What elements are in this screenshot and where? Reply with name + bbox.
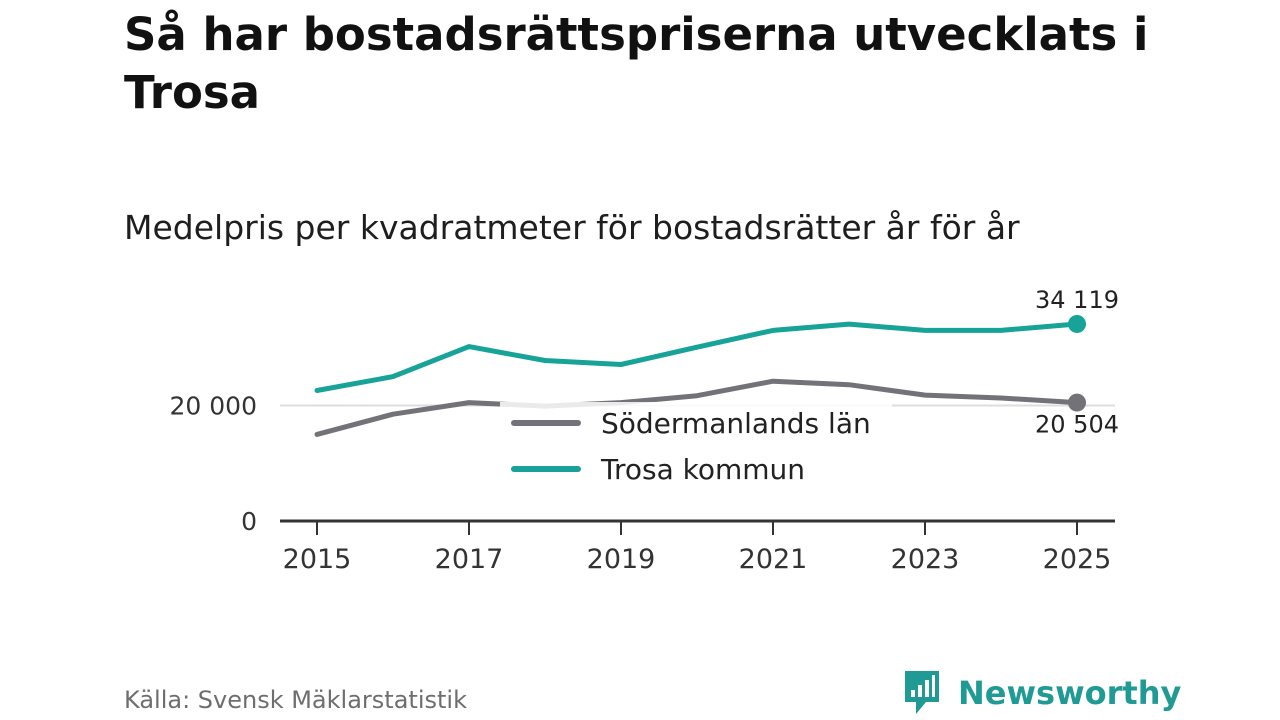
x-tick-label: 2021 [739, 544, 808, 575]
series-line-lan [314, 378, 1080, 437]
end-label-trosa: 34 119 [1035, 286, 1119, 314]
series-layer [314, 314, 1086, 437]
end-marker-trosa [1068, 314, 1086, 333]
x-tick-label: 2015 [283, 544, 352, 575]
x-tick-label: 2025 [1043, 544, 1112, 575]
newsworthy-logo-icon [905, 671, 939, 714]
chart-title: Så har bostadsrättspriserna utvecklats i… [124, 8, 1149, 119]
chart-subtitle: Medelpris per kvadratmeter för bostadsrä… [124, 208, 1020, 247]
source-note: Källa: Svensk Mäklarstatistik [124, 686, 467, 714]
x-tick-label: 2017 [435, 544, 504, 575]
end-label-lan: 20 504 [1035, 411, 1119, 439]
legend-label-lan: Södermanlands län [601, 407, 871, 440]
axis-layer: 0 20 000 2015 2017 2019 2021 2023 2025 [170, 392, 1115, 575]
series-line-trosa [314, 321, 1080, 393]
label-layer: 20 504 34 119 [1035, 286, 1119, 439]
legend: Södermanlands län Trosa kommun [500, 402, 892, 494]
end-marker-lan [1068, 393, 1086, 412]
x-tick-label: 2023 [891, 544, 960, 575]
y-tick-label: 0 [241, 507, 257, 536]
brand-name: Newsworthy [958, 674, 1182, 712]
legend-label-trosa: Trosa kommun [600, 453, 805, 486]
y-tick-label: 20 000 [170, 392, 257, 421]
brand-logo: Newsworthy [902, 668, 1181, 718]
legend-background [500, 402, 892, 494]
x-tick-label: 2019 [587, 544, 656, 575]
